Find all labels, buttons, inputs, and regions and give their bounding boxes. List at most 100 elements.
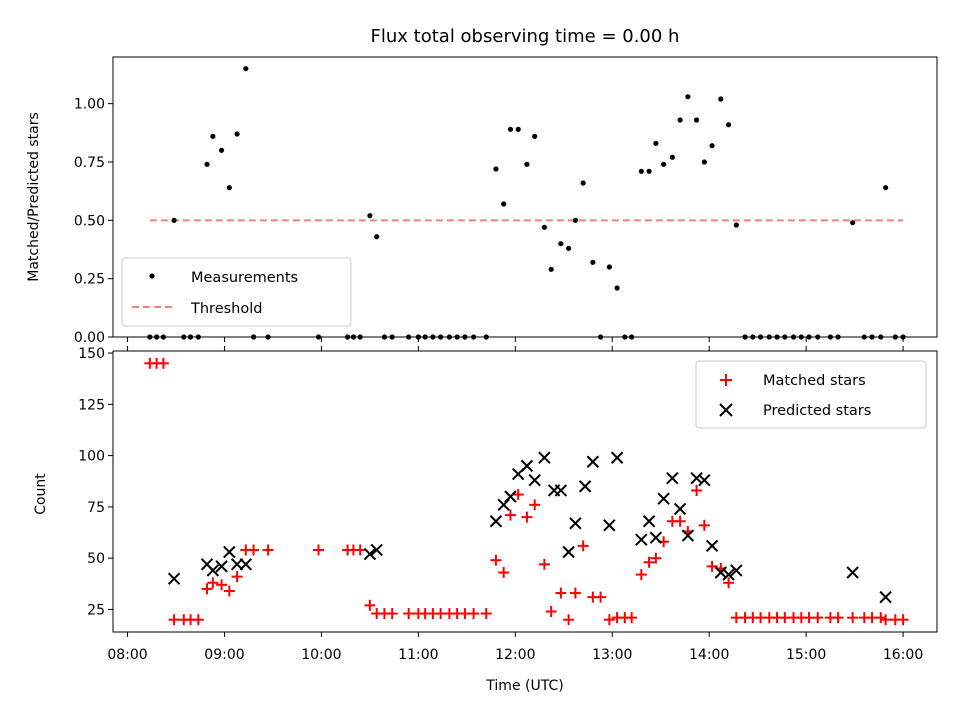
matched-star-point [231,571,243,583]
predicted-star-point [520,459,534,473]
matched-star-point [468,608,480,620]
matched-star-point [812,612,824,624]
matched-star-point [847,612,859,624]
measurement-point [204,161,210,167]
predicted-star-point [730,564,743,577]
predicted-star-point [489,515,503,528]
bottom-y-tick-label: 125 [78,397,105,413]
matched-star-point [555,587,567,599]
top-y-tick-label: 0.50 [74,213,105,229]
measurement-point [367,213,373,219]
measurement-point [646,168,652,174]
top-tick-layer: 0.00 0.25 0.50 0.75 1.00 [74,97,904,346]
measurement-point [883,185,889,191]
bottom-y-axis-label: Count [33,473,49,515]
matched-star-point [723,577,735,589]
measurement-point [725,122,732,128]
matched-star-point [643,556,655,568]
measurement-point [507,126,514,132]
bottom-x-tick-label: 10:00 [301,647,341,663]
matched-star-point [563,614,575,626]
bottom-x-tick-label: 09:00 [204,647,244,663]
matched-star-point [168,614,180,626]
matched-star-point [364,599,376,611]
predicted-star-point [610,451,624,464]
measurement-point [709,143,715,149]
bottom-marks [144,357,909,626]
matched-star-point [192,614,204,626]
matched-star-point [635,569,647,581]
matched-star-point [313,544,325,556]
measurement-point [677,117,683,123]
bottom-y-tick-label: 150 [78,346,105,362]
measurement-point [733,222,739,228]
matched-star-point [603,614,615,626]
matched-star-point [223,585,235,597]
predicted-star-point [666,471,679,485]
predicted-star-point [690,471,703,485]
matched-star-point [569,587,581,599]
measurement-point [548,266,554,272]
predicted-star-point [714,566,728,579]
predicted-star-point [497,498,510,512]
matched-star-point [577,540,589,552]
predicted-star-point [649,531,663,544]
measurement-point [501,201,507,207]
legend-measurements-label: Measurements [191,270,298,286]
legend-predicted-label: Predicted stars [763,403,871,419]
predicted-star-point [586,455,600,468]
top-y-tick-label: 0.75 [74,155,105,171]
bottom-plot-frame [112,350,938,633]
matched-star-point [880,614,892,626]
predicted-star-point [635,533,648,546]
bottom-x-tick-label: 11:00 [398,647,438,663]
measurement-point [685,94,691,100]
matched-star-point [248,544,260,556]
predicted-star-point [603,519,616,532]
matched-star-point [403,608,415,620]
measurement-point [669,154,675,160]
predicted-star-point [554,484,568,497]
predicted-star-point [705,539,719,553]
top-legend-box [121,257,352,327]
predicted-star-point [642,515,656,528]
bottom-x-tick-label: 08:00 [107,647,147,663]
bottom-x-tick-label: 15:00 [786,647,826,663]
bottom-x-axis-label: Time (UTC) [485,678,563,694]
measurement-point [226,185,232,191]
measurement-point [638,168,644,174]
predicted-star-point [722,568,735,581]
matched-star-point [354,544,366,556]
predicted-star-point [223,545,236,559]
predicted-star-point [657,492,670,505]
measurement-point [693,117,700,123]
measurement-point [614,285,620,291]
bottom-tick-layer: 25 50 75 100 125 150 08:00 09:00 10:00 11:00 12:00… [78,346,923,663]
matched-star-point [875,612,887,624]
matched-star-point [706,560,718,572]
measurement-point [558,241,564,247]
measurement-point [234,131,240,137]
measurement-point [580,180,586,186]
matched-star-point [521,511,533,523]
legend-matched-label: Matched stars [763,373,866,389]
matched-star-point [538,558,550,570]
matched-star-point [595,591,607,603]
measurement-point [541,224,547,230]
measurement-point [572,217,579,223]
measurement-point [243,66,249,72]
matched-star-point [698,519,710,531]
bottom-panel: 25 50 75 100 125 150 08:00 09:00 10:00 11:00 12:00… [33,346,938,694]
matched-star-point [216,579,228,591]
measurement-point [590,259,596,265]
bottom-x-tick-label: 16:00 [883,647,923,663]
top-panel: Flux total observing time = 0.00 h 0.000… [26,26,938,346]
matched-star-point [512,489,524,501]
bottom-x-tick-label: 13:00 [592,647,632,663]
predicted-star-point [578,480,592,493]
measurement-point [566,245,572,251]
predicted-star-point [879,590,892,604]
predicted-star-point [698,474,711,487]
measurement-point [850,220,856,226]
